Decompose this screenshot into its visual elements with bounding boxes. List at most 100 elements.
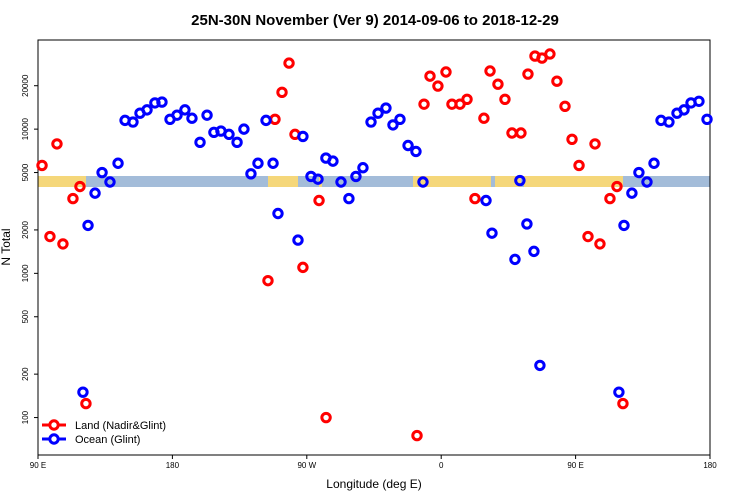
point xyxy=(613,386,625,398)
ocean-strip xyxy=(38,176,710,187)
point xyxy=(484,65,496,77)
point xyxy=(57,238,69,250)
y-tick-label: 200 xyxy=(21,367,30,381)
point xyxy=(387,119,399,131)
y-tick-label: 10000 xyxy=(21,117,30,140)
point xyxy=(499,93,511,106)
land-strip xyxy=(413,176,491,187)
point xyxy=(551,75,563,87)
point xyxy=(663,116,675,128)
point xyxy=(238,123,250,135)
point xyxy=(44,230,56,243)
point xyxy=(582,230,594,243)
point xyxy=(678,104,690,116)
x-tick-label: 90 W xyxy=(297,461,316,470)
point xyxy=(432,80,444,92)
point xyxy=(141,104,153,116)
surface-strip xyxy=(38,176,710,187)
land-strip xyxy=(524,176,623,187)
point xyxy=(648,157,660,169)
point xyxy=(626,187,638,199)
point xyxy=(343,192,355,205)
point xyxy=(82,219,94,232)
point xyxy=(320,411,332,424)
point xyxy=(417,176,429,188)
point xyxy=(515,127,527,139)
legend-marker xyxy=(48,433,60,445)
point xyxy=(201,109,213,121)
legend-label: Ocean (Glint) xyxy=(75,434,140,446)
point xyxy=(418,98,430,110)
point xyxy=(231,136,243,149)
chart-title: 25N-30N November (Ver 9) 2014-09-06 to 2… xyxy=(191,12,559,29)
y-tick-label: 20000 xyxy=(21,74,30,97)
point xyxy=(313,194,325,207)
point xyxy=(267,157,279,169)
y-tick-label: 500 xyxy=(21,310,30,324)
point xyxy=(127,116,139,128)
point xyxy=(36,159,48,172)
legend-label: Land (Nadir&Glint) xyxy=(75,420,166,432)
point xyxy=(156,96,168,108)
x-tick-label: 180 xyxy=(166,461,180,470)
point xyxy=(223,128,235,141)
point xyxy=(51,138,63,150)
point xyxy=(74,180,86,193)
point xyxy=(104,176,116,188)
point xyxy=(171,109,183,121)
point xyxy=(411,429,423,442)
point xyxy=(544,48,556,60)
point xyxy=(112,157,124,169)
y-tick-label: 1000 xyxy=(21,264,30,282)
point xyxy=(522,68,534,80)
point xyxy=(186,112,198,124)
point xyxy=(179,104,191,116)
point xyxy=(480,194,492,207)
point xyxy=(380,102,392,114)
point xyxy=(402,139,414,152)
legend-marker xyxy=(48,419,60,431)
point xyxy=(350,170,362,183)
point xyxy=(701,113,713,125)
point xyxy=(528,245,540,258)
point xyxy=(410,145,422,158)
point xyxy=(260,114,272,127)
point xyxy=(492,78,504,90)
point xyxy=(77,386,89,398)
point xyxy=(292,234,304,246)
x-tick-label: 90 E xyxy=(30,461,46,470)
point xyxy=(276,86,288,99)
point xyxy=(534,359,546,372)
point xyxy=(618,219,630,232)
point xyxy=(559,100,571,112)
point xyxy=(594,238,606,250)
point xyxy=(312,173,324,185)
x-tick-label: 180 xyxy=(703,461,717,470)
point xyxy=(194,136,206,149)
point xyxy=(604,192,616,205)
land-strip xyxy=(38,176,86,187)
point xyxy=(365,116,377,128)
point xyxy=(589,138,601,150)
point xyxy=(514,174,526,187)
point xyxy=(297,130,309,143)
point xyxy=(440,66,452,78)
y-tick-label: 100 xyxy=(21,410,30,424)
point xyxy=(252,157,264,169)
point xyxy=(89,187,101,199)
plot-frame xyxy=(37,39,711,456)
point xyxy=(641,176,653,188)
land-strip xyxy=(495,176,521,187)
point xyxy=(327,155,339,167)
point xyxy=(478,112,490,124)
y-tick-label: 5000 xyxy=(21,163,30,181)
point xyxy=(633,166,645,179)
point xyxy=(566,133,578,146)
point xyxy=(372,107,384,119)
point xyxy=(573,159,585,172)
point xyxy=(357,162,369,174)
land-strip xyxy=(268,176,298,187)
x-axis-label: Longitude (deg E) xyxy=(326,477,421,491)
